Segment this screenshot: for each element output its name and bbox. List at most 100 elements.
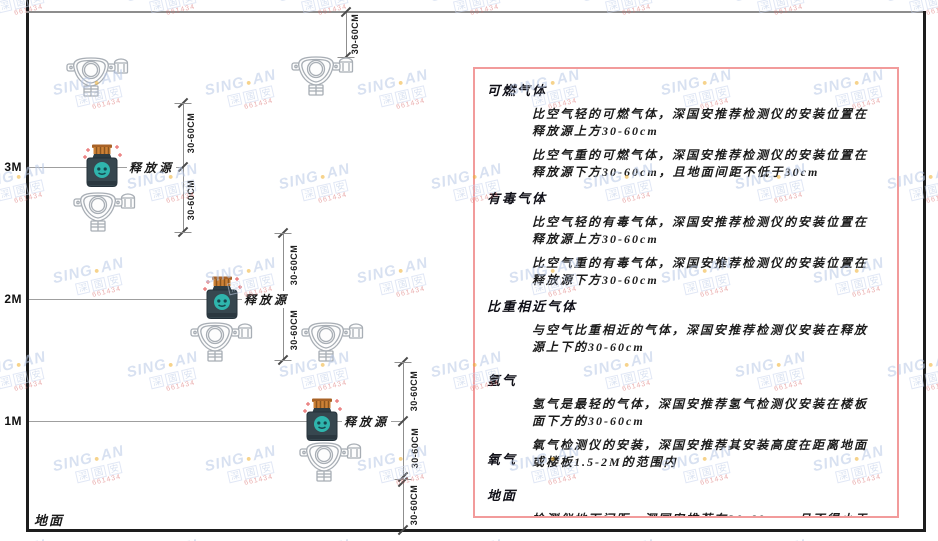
section-heading: 地面 <box>487 488 518 503</box>
section-paragraph: 氧气检测仪的安装，深国安推荐其安装高度在距离地面或楼板1.5-2M的范围内 <box>532 438 869 469</box>
watermark-brand-text: SING●AN <box>0 0 69 10</box>
section-similar-density-gas: 比重相近气体 与空气比重相近的气体，深国安推荐检测仪安装在释放源上下的30-60… <box>487 296 885 356</box>
watermark-brand-text: SING●AN <box>51 442 126 476</box>
section-ground: 地面 检测仪地面间距，深国安推荐在30-60cm，且不得小于30cm，因为过低容… <box>487 485 885 516</box>
level-line-2m <box>29 299 283 300</box>
ground-label: 地面 <box>34 513 65 528</box>
watermark-chinese-text: 深国安 <box>274 173 376 208</box>
watermark-dot-icon: ● <box>14 358 24 370</box>
watermark-brand-text: SING●AN <box>408 533 524 541</box>
watermark-dot-icon: ● <box>92 452 102 464</box>
watermark-brand-text: SING●AN <box>0 533 69 541</box>
dim-label-3m-above: 30-60CM <box>186 112 196 154</box>
watermark-dot-icon: ● <box>396 76 406 88</box>
section-heading: 氢气 <box>487 373 518 388</box>
watermark-dot-icon: ● <box>926 170 936 182</box>
watermark-dot-icon: ● <box>244 264 254 276</box>
watermark-chinese-text: 深国安 <box>730 0 832 20</box>
height-label-2m: 2M <box>4 292 22 306</box>
watermark-subtext: 661434 <box>91 473 122 487</box>
watermark-subtext: 661434 <box>165 379 196 393</box>
watermark-subtext: 661434 <box>165 191 196 205</box>
watermark-chinese-text: 深国安 <box>200 455 302 490</box>
section-paragraph: 检测仪地面间距，深国安推荐在30-60cm，且不得小于30cm，因为过低容易水溅… <box>532 511 877 516</box>
watermark-subtext: 661434 <box>395 97 426 111</box>
watermark-chinese-text: 深国安 <box>0 0 72 20</box>
gas-detector-icon-below-1m <box>299 440 365 484</box>
section-paragraph: 比空气重的有毒气体，深国安推荐检测仪的安装位置在释放源下方30-60cm <box>532 256 869 287</box>
watermark-chinese-text: 深国安 <box>48 455 150 490</box>
dimension-stub <box>274 233 292 234</box>
section-heading: 可燃气体 <box>487 83 548 98</box>
dim-label-1m-below: 30-60CM <box>410 427 420 469</box>
release-source-label-3m: 释放源 <box>127 159 177 176</box>
gas-detector-icon-below-3m <box>73 190 139 234</box>
watermark-subtext: 661434 <box>13 191 44 205</box>
release-source-icon-1m <box>302 397 342 445</box>
section-heading: 有毒气体 <box>487 191 548 206</box>
watermark-brand-text: SING●AN <box>408 0 524 10</box>
watermark-brand-text: SING●AN <box>864 0 938 10</box>
watermark-dot-icon: ● <box>318 170 328 182</box>
watermark-brand-text: SING●AN <box>104 533 220 541</box>
watermark-subtext: 661434 <box>925 191 938 205</box>
watermark-brand-text: SING●AN <box>355 254 430 288</box>
section-oxygen: 氧气 氧气检测仪的安装，深国安推荐其安装高度在距离地面或楼板1.5-2M的范围内 <box>487 437 885 471</box>
watermark-chinese-text: 深国安 <box>426 0 528 20</box>
level-line-1m <box>29 421 403 422</box>
gas-detector-icon-below-2m <box>190 320 256 364</box>
watermark-brand-text: SING●AN <box>712 533 828 541</box>
section-paragraph: 氢气是最轻的气体，深国安推荐氢气检测仪安装在楼板面下方的30-60cm <box>532 397 869 428</box>
watermark-subtext: 661434 <box>925 379 938 393</box>
wall-left-line <box>26 0 29 531</box>
gas-detector-icon-above-1m <box>301 320 367 364</box>
watermark-chinese-text: 深国安 <box>122 361 224 396</box>
watermark-chinese-text: 深国安 <box>274 361 376 396</box>
ceiling-line <box>26 11 925 13</box>
release-source-icon-3m <box>82 143 122 191</box>
dim-label-3m-below: 30-60CM <box>186 179 196 221</box>
section-heading: 氧气 <box>487 452 518 467</box>
section-toxic-gas: 有毒气体 比空气轻的有毒气体，深国安推荐检测仪的安装位置在释放源上方30-60c… <box>487 188 885 289</box>
section-hydrogen: 氢气 氢气是最轻的气体，深国安推荐氢气检测仪安装在楼板面下方的30-60cm <box>487 370 885 430</box>
watermark-chinese-text: 深国安 <box>122 0 224 20</box>
watermark-chinese-text: 深国安 <box>0 173 72 208</box>
dimension-stub <box>274 360 292 361</box>
gas-detector-icon-above-3m <box>66 55 132 99</box>
height-label-3m: 3M <box>4 160 22 174</box>
watermark-chinese-text: 深国安 <box>0 361 72 396</box>
watermark-dot-icon: ● <box>926 358 936 370</box>
watermark-brand-text: SING●AN <box>712 0 828 10</box>
section-paragraph: 与空气比重相近的气体，深国安推荐检测仪安装在释放源上下的30-60cm <box>532 323 869 354</box>
release-source-label-1m: 释放源 <box>342 413 392 430</box>
dim-line-1m <box>403 362 404 530</box>
dimension-stub <box>394 362 412 363</box>
watermark-chinese-text: 深国安 <box>352 79 454 114</box>
dim-label-2m-above: 30-60CM <box>289 244 299 286</box>
section-heading: 比重相近气体 <box>487 299 578 314</box>
section-paragraph: 比空气轻的可燃气体，深国安推荐检测仪的安装位置在释放源上方30-60cm <box>532 107 869 138</box>
watermark-dot-icon: ● <box>92 264 102 276</box>
watermark-chinese-text: 深国安 <box>578 0 680 20</box>
recommendation-panel: 可燃气体 比空气轻的可燃气体，深国安推荐检测仪的安装位置在释放源上方30-60c… <box>473 67 899 518</box>
dim-line-ceiling <box>346 12 347 57</box>
height-label-1m: 1M <box>4 414 22 428</box>
watermark-subtext: 661434 <box>243 473 274 487</box>
watermark-chinese-text: 深国安 <box>882 0 938 20</box>
watermark-chinese-text: 深国安 <box>352 267 454 302</box>
